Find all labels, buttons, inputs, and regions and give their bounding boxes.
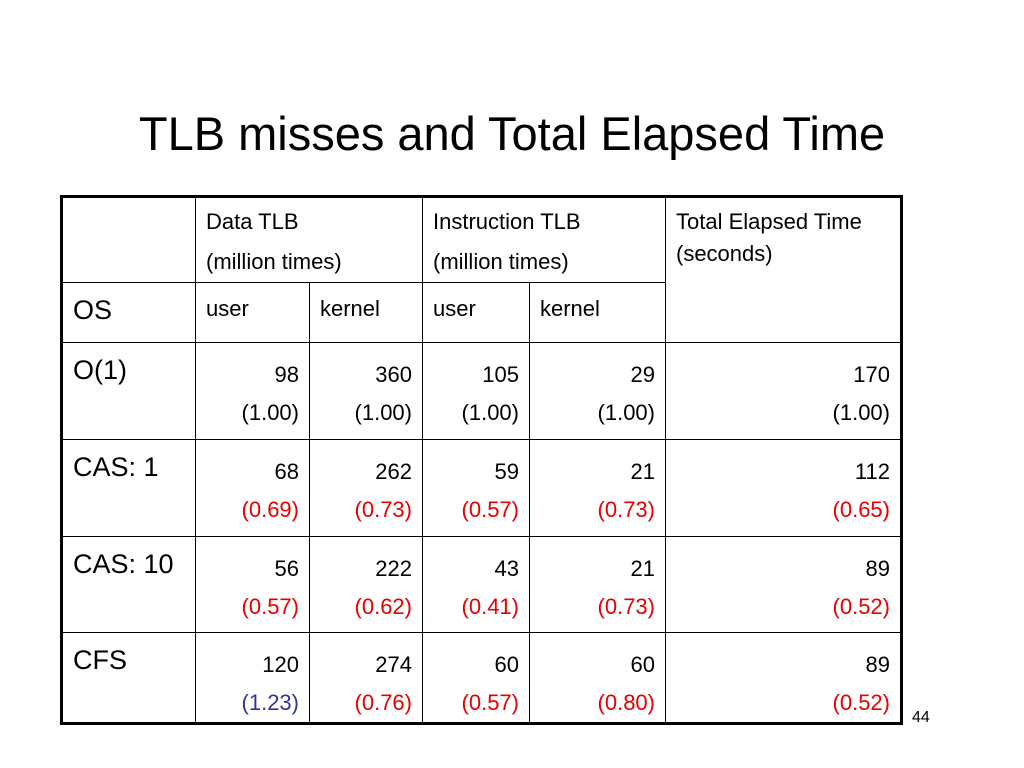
cell-ratio: (1.00) (354, 400, 412, 425)
cell-value: 60 (630, 652, 655, 677)
slide-title: TLB misses and Total Elapsed Time (138, 107, 886, 160)
cell-instruction-user: 59 (0.57) (422, 439, 530, 537)
cell-instruction-user: 105 (1.00) (422, 342, 530, 440)
cell-value: 274 (375, 652, 412, 677)
cell-value: 89 (865, 652, 890, 677)
table-row: O(1) 98 (1.00) 360 (1.00) 105 (1.00) 29 (1.00) 17… (61, 342, 902, 440)
cell-ratio: (1.00) (597, 400, 655, 425)
os-row-label: CFS (61, 632, 196, 724)
table-header-row: Data TLB (million times) Instruction TLB… (61, 196, 902, 343)
cell-ratio: (0.73) (597, 594, 655, 619)
cell-value: 170 (853, 362, 890, 387)
cell-instruction-kernel: 21 (0.73) (529, 536, 666, 633)
cell-instruction-kernel: 29 (1.00) (529, 342, 666, 440)
subheader-data-kernel: kernel (309, 282, 423, 343)
cell-value: 21 (630, 459, 655, 484)
cell-data-user: 56 (0.57) (195, 536, 310, 633)
os-row-label: CAS: 10 (61, 536, 196, 633)
cell-ratio: (0.65) (832, 497, 890, 522)
cell-value: 222 (375, 556, 412, 581)
cell-ratio: (0.62) (354, 594, 412, 619)
os-label: OS (61, 282, 196, 343)
cell-data-user: 98 (1.00) (195, 342, 310, 440)
cell-value: 98 (274, 362, 299, 387)
tlb-results-table: Data TLB (million times) Instruction TLB… (60, 195, 903, 725)
cell-ratio: (1.00) (461, 400, 519, 425)
cell-data-kernel: 222 (0.62) (309, 536, 423, 633)
cell-value: 21 (630, 556, 655, 581)
cell-value: 112 (854, 459, 890, 484)
subheader-instruction-kernel: kernel (529, 282, 666, 343)
cell-instruction-user: 60 (0.57) (422, 632, 530, 724)
cell-value: 68 (274, 459, 299, 484)
cell-ratio: (0.76) (354, 690, 412, 715)
cell-value: 360 (375, 362, 412, 387)
cell-data-kernel: 262 (0.73) (309, 439, 423, 537)
header-total-elapsed-time: Total Elapsed Time (seconds) (665, 196, 902, 343)
cell-total-elapsed: 112 (0.65) (665, 439, 902, 537)
os-row-label: CAS: 1 (61, 439, 196, 537)
cell-instruction-kernel: 21 (0.73) (529, 439, 666, 537)
cell-ratio: (0.57) (461, 690, 519, 715)
page-number: 44 (912, 709, 930, 726)
cell-ratio: (1.00) (832, 400, 890, 425)
cell-instruction-user: 43 (0.41) (422, 536, 530, 633)
os-row-label: O(1) (61, 342, 196, 440)
cell-ratio: (0.73) (354, 497, 412, 522)
cell-data-kernel: 360 (1.00) (309, 342, 423, 440)
cell-ratio: (0.41) (461, 594, 519, 619)
cell-value: 89 (865, 556, 890, 581)
subheader-data-user: user (195, 282, 310, 343)
table-row: CFS 120 (1.23) 274 (0.76) 60 (0.57) 60 (0.80) 89 (… (61, 632, 902, 724)
cell-ratio: (0.69) (241, 497, 299, 522)
table-row: CAS: 10 56 (0.57) 222 (0.62) 43 (0.41) 21 (0.73)… (61, 536, 902, 633)
cell-total-elapsed: 170 (1.00) (665, 342, 902, 440)
cell-value: 56 (274, 556, 299, 581)
table-body: O(1) 98 (1.00) 360 (1.00) 105 (1.00) 29 (1.00) 17… (61, 342, 902, 724)
cell-ratio: (0.52) (832, 690, 890, 715)
header-instruction-tlb: Instruction TLB (million times) (422, 196, 666, 283)
cell-instruction-kernel: 60 (0.80) (529, 632, 666, 724)
cell-ratio: (0.73) (597, 497, 655, 522)
cell-ratio: (0.57) (241, 594, 299, 619)
cell-value: 59 (494, 459, 519, 484)
cell-data-user: 68 (0.69) (195, 439, 310, 537)
header-data-tlb: Data TLB (million times) (195, 196, 423, 283)
cell-total-elapsed: 89 (0.52) (665, 632, 902, 724)
table-row: CAS: 1 68 (0.69) 262 (0.73) 59 (0.57) 21 (0.73) 1… (61, 439, 902, 537)
cell-value: 120 (262, 652, 299, 677)
cell-ratio: (0.80) (597, 690, 655, 715)
cell-total-elapsed: 89 (0.52) (665, 536, 902, 633)
cell-value: 60 (494, 652, 519, 677)
cell-data-user: 120 (1.23) (195, 632, 310, 724)
cell-value: 29 (630, 362, 655, 387)
cell-ratio: (0.52) (832, 594, 890, 619)
cell-value: 43 (494, 556, 519, 581)
cell-ratio: (1.23) (241, 690, 299, 715)
cell-ratio: (1.00) (241, 400, 299, 425)
subheader-instruction-user: user (422, 282, 530, 343)
header-empty-cell (61, 196, 196, 283)
cell-value: 262 (375, 459, 412, 484)
cell-data-kernel: 274 (0.76) (309, 632, 423, 724)
cell-value: 105 (482, 362, 519, 387)
cell-ratio: (0.57) (461, 497, 519, 522)
